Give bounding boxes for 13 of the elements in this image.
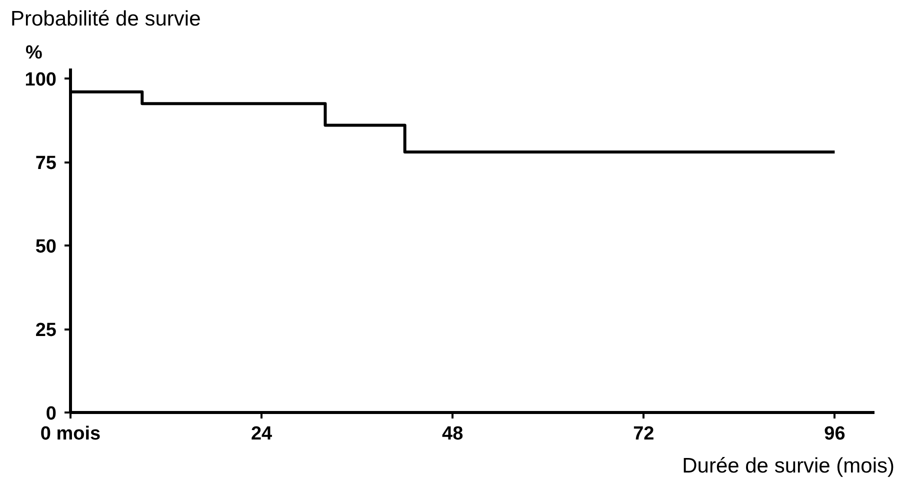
y-tick-label: 0 <box>46 404 57 424</box>
y-axis-title: % <box>26 42 42 64</box>
x-axis-title: Durée de survie (mois) <box>682 454 895 478</box>
chart-title: Probabilité de survie <box>10 8 201 30</box>
y-tick-label: 25 <box>35 320 57 342</box>
x-tick-label: 96 <box>824 424 846 444</box>
x-tick-label: 48 <box>442 424 464 444</box>
x-tick-label: 72 <box>633 424 654 444</box>
x-tick-label: 24 <box>250 424 273 444</box>
x-tick-label: 0 mois <box>40 424 101 444</box>
y-tick-label: 75 <box>35 153 57 174</box>
y-tick-label: 50 <box>35 236 57 258</box>
y-tick-label: 100 <box>24 70 56 91</box>
